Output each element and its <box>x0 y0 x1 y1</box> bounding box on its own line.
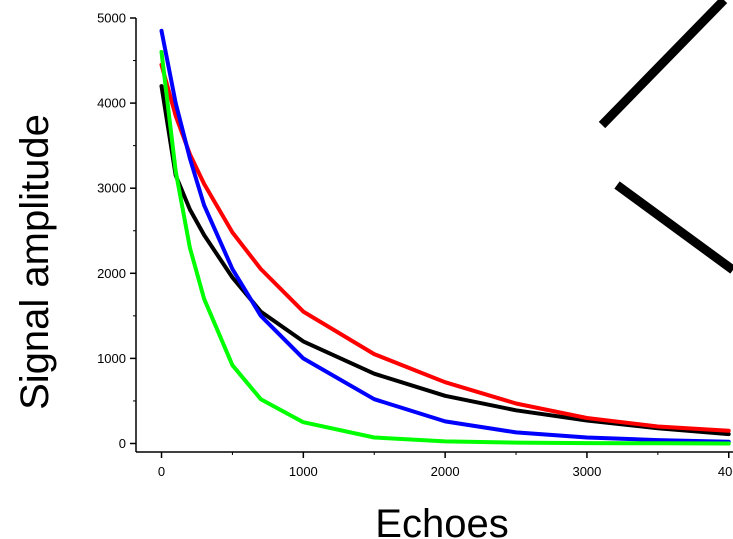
annotation-stroke-lower <box>614 181 733 274</box>
y-axis-title: Signal amplitude <box>13 114 57 410</box>
y-tick-label: 1000 <box>97 351 126 366</box>
x-tick-label: 3000 <box>572 464 601 479</box>
annotation-strokes <box>598 0 733 274</box>
series-line-3 <box>159 28 731 444</box>
ticks-layer: 0 1000 2000 3000 4000 5000 0 1000 2000 3000 400 <box>97 11 733 480</box>
x-tick-label: 400 <box>718 464 733 479</box>
y-tick-label: 0 <box>119 436 126 451</box>
y-tick-label: 2000 <box>97 266 126 281</box>
y-tick-label: 3000 <box>97 181 126 196</box>
series-line-4 <box>159 50 731 446</box>
y-tick-label: 5000 <box>97 11 126 26</box>
axes-layer <box>135 18 733 453</box>
series-line-2 <box>159 62 731 433</box>
x-tick-label: 1000 <box>289 464 318 479</box>
annotation-stroke-upper <box>598 0 728 129</box>
x-tick-label: 2000 <box>431 464 460 479</box>
series-lines-layer <box>159 28 731 446</box>
x-tick-label: 0 <box>158 464 165 479</box>
y-tick-label: 4000 <box>97 96 126 111</box>
x-axis-title: Echoes <box>375 502 508 539</box>
series-line-1 <box>159 84 731 437</box>
